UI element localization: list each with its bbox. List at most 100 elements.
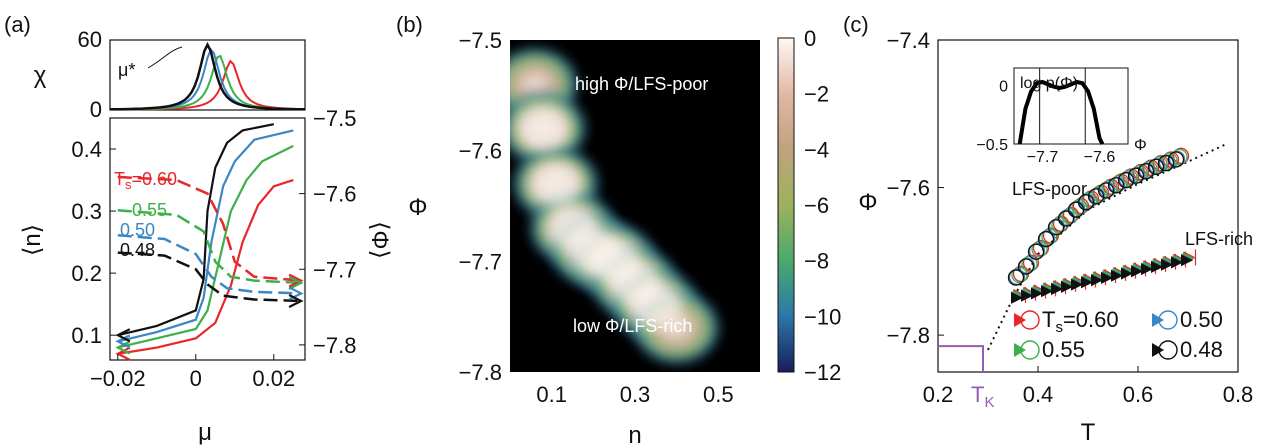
colorbar-tick-label: −12: [804, 360, 841, 385]
y-tick-label: −7.4: [887, 28, 930, 53]
y-tick-label: −7.8: [887, 323, 930, 348]
lfs-poor-point: [1057, 210, 1075, 227]
n-y-axis-label: ⟨n⟩: [19, 224, 46, 256]
lfs-poor-point: [1148, 158, 1166, 175]
lfs-poor-point: [1137, 163, 1155, 180]
phi-t-plot-frame: [937, 39, 1239, 373]
lfs-rich-point: [1101, 272, 1113, 285]
chi-y-tick: 60: [78, 27, 102, 52]
y-tick-label: −7.6: [459, 139, 502, 164]
heatmap-subplot: 0.1 0.3 0.5 −7.5 −7.6 −7.7 −7.8 n Φ high Φ/LF…: [408, 26, 841, 448]
colorbar-tick-label: −2: [804, 82, 829, 107]
x-tick-label: 0.6: [1123, 382, 1154, 407]
lfs-poor-point: [1042, 227, 1060, 244]
lfs-poor-point: [1058, 209, 1076, 226]
lfs-poor-annotation: LFS-poor: [1012, 179, 1087, 199]
data-points: [1007, 147, 1197, 304]
lfs-poor-point: [1157, 155, 1175, 172]
legend-triangle: [1014, 313, 1026, 327]
lfs-rich-point: [1181, 254, 1193, 267]
chi-plot-frame: [109, 39, 306, 111]
lfs-poor-point: [1037, 231, 1055, 248]
legend-circle: [1020, 340, 1040, 360]
colorbar-tick-label: 0: [804, 26, 816, 51]
n-phi-subplot: −0.02 0 0.02 0.1 0.2 0.3 0.4 −7.5 −7.6 −7.7 −7.8…: [19, 106, 393, 446]
x-tick-label: 0.1: [536, 382, 567, 407]
inset-x-ticks: −7.7 −7.6: [1027, 149, 1116, 166]
x-tick-label: −0.02: [90, 366, 146, 391]
phi-y-axis-label: Φ: [408, 194, 427, 221]
n-x-ticks: 0.1 0.3 0.5: [536, 382, 733, 407]
lfs-poor-point: [1101, 179, 1118, 197]
lfs-poor-point: [1097, 182, 1115, 199]
tk-label: TK: [971, 382, 994, 411]
legend-triangle: [1152, 313, 1164, 327]
lfs-poor-point: [1138, 162, 1156, 179]
density-core: [529, 161, 582, 206]
x-tick-label: 0.2: [923, 382, 954, 407]
lfs-poor-point: [1108, 176, 1126, 193]
inset-log-p-phi: −7.7 −7.6 0 −0.5 log p(Φ) Φ: [976, 67, 1147, 166]
tk-label-t: T: [971, 382, 984, 407]
arrow-head: [288, 273, 304, 288]
n-phi-plot-frame: [109, 117, 306, 361]
n-x-axis-label: n: [628, 422, 641, 448]
inset-y-tick-label: −0.5: [976, 137, 1008, 154]
legend-label-t: T: [1042, 307, 1055, 332]
phi-curve-ts_060: [117, 175, 302, 282]
legend-triangle: [1014, 343, 1026, 357]
inset-y-label: log p(Φ): [1020, 75, 1078, 92]
inset-frame: [1013, 67, 1129, 145]
legend-label-sub: s: [1055, 319, 1063, 336]
legend-circle: [1158, 310, 1178, 330]
lfs-rich-point: [1091, 274, 1103, 287]
legend-label-ts-050: 0.50: [1180, 307, 1223, 332]
n-curve-ts_055: [117, 144, 294, 349]
arrow-head: [288, 294, 304, 308]
y-tick-label: −7.7: [459, 249, 502, 274]
lfs-poor-point: [1132, 163, 1150, 181]
phi-curve-ts_055: [117, 209, 302, 285]
density-core: [629, 283, 682, 328]
tk-label-sub: K: [984, 394, 994, 411]
lfs-poor-point: [1118, 171, 1136, 188]
lfs-poor-point: [1018, 257, 1036, 274]
lfs-poor-point: [1142, 159, 1160, 176]
lfs-rich-point: [1011, 291, 1023, 304]
lfs-poor-point: [1047, 219, 1065, 236]
lfs-poor-point: [1028, 242, 1046, 260]
inset-x-tick-label: −7.7: [1027, 149, 1059, 166]
density-core: [517, 106, 570, 151]
lfs-poor-point: [1111, 174, 1128, 191]
arrow-head: [288, 275, 304, 290]
phi-curve-ts_048: [117, 251, 302, 303]
mu-x-ticks: −0.02 0 0.02: [90, 354, 295, 391]
y-tick-label: 0.4: [71, 137, 102, 162]
chi-y-axis-label: χ: [34, 62, 47, 89]
lfs-rich-annotation: LFS-rich: [1185, 229, 1253, 249]
x-tick-label: 0.3: [620, 382, 651, 407]
lfs-poor-point: [1162, 151, 1180, 168]
inset-y-ticks: 0 −0.5: [976, 79, 1008, 154]
x-tick-label: 0.5: [703, 382, 734, 407]
lfs-poor-point: [1008, 268, 1026, 285]
lfs-poor-point: [1117, 172, 1135, 189]
y-right-tick-label: −7.6: [313, 182, 356, 207]
lfs-rich-point: [1171, 256, 1183, 269]
y-right-tick-label: −7.5: [313, 106, 356, 131]
y-tick-label: −7.8: [459, 360, 502, 385]
lfs-poor-point: [1077, 194, 1095, 211]
phi-y-ticks: −7.5 −7.6 −7.7 −7.8: [459, 28, 502, 385]
colorbar: [777, 37, 795, 373]
chi-curves: [110, 41, 306, 111]
chi-subplot: χ 0 60 μ*: [34, 27, 306, 122]
inset-curve: [1017, 79, 1105, 145]
chi-curve-ts_055: [110, 54, 306, 111]
tk-marker-line: [938, 345, 984, 372]
legend: Ts=0.60 0.50 0.55 0.48: [1014, 307, 1223, 362]
n-phi-curves: [115, 123, 304, 361]
y-tick-label: 0.1: [71, 323, 102, 348]
panel-label-b: (b): [396, 12, 423, 37]
lfs-rich-point: [1051, 283, 1063, 296]
